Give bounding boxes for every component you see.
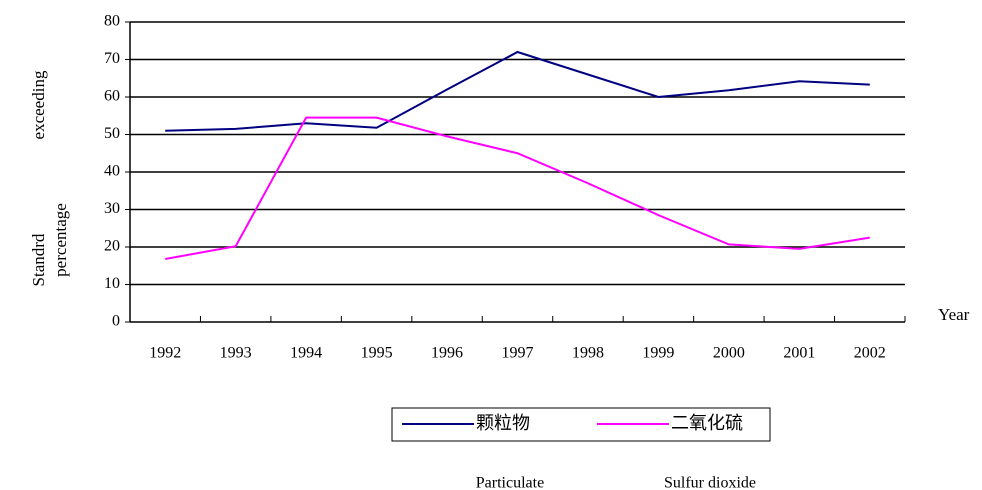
legend-box xyxy=(391,407,771,442)
x-tick-label: 2002 xyxy=(854,345,886,362)
y-tick-label: 80 xyxy=(104,13,120,30)
series-line xyxy=(165,116,870,260)
y-tick-label: 60 xyxy=(104,88,120,105)
x-tick-label: 1996 xyxy=(431,345,463,362)
x-tick-label: 1993 xyxy=(220,345,252,362)
y-tick-label: 50 xyxy=(104,125,120,142)
annotation: Sulfur dioxide xyxy=(664,475,756,490)
y-tick-label: 10 xyxy=(104,275,120,292)
legend-label: 二氧化硫 xyxy=(671,413,743,434)
x-tick-label: 1998 xyxy=(572,345,604,362)
series-line xyxy=(165,50,870,132)
x-tick-label: 1994 xyxy=(290,345,322,362)
y-axis-label: Standrd xyxy=(29,233,48,286)
y-tick-label: 70 xyxy=(104,50,120,67)
annotation: Particulate xyxy=(476,475,544,490)
x-tick-label: 1992 xyxy=(149,345,181,362)
x-axis-label: Year xyxy=(938,305,970,324)
x-tick-label: 1995 xyxy=(361,345,393,362)
x-tick-label: 2000 xyxy=(713,345,745,362)
y-axis-label: percentage xyxy=(51,203,70,277)
y-tick-label: 30 xyxy=(104,200,120,217)
x-tick-label: 1997 xyxy=(502,345,534,362)
x-tick-label: 2001 xyxy=(783,345,815,362)
y-tick-label: 40 xyxy=(104,163,120,180)
y-tick-label: 20 xyxy=(104,238,120,255)
y-tick-label: 0 xyxy=(112,313,120,330)
x-tick-label: 1999 xyxy=(642,345,674,362)
y-axis-label: exceeding xyxy=(29,70,48,139)
legend-label: 颗粒物 xyxy=(476,413,530,434)
